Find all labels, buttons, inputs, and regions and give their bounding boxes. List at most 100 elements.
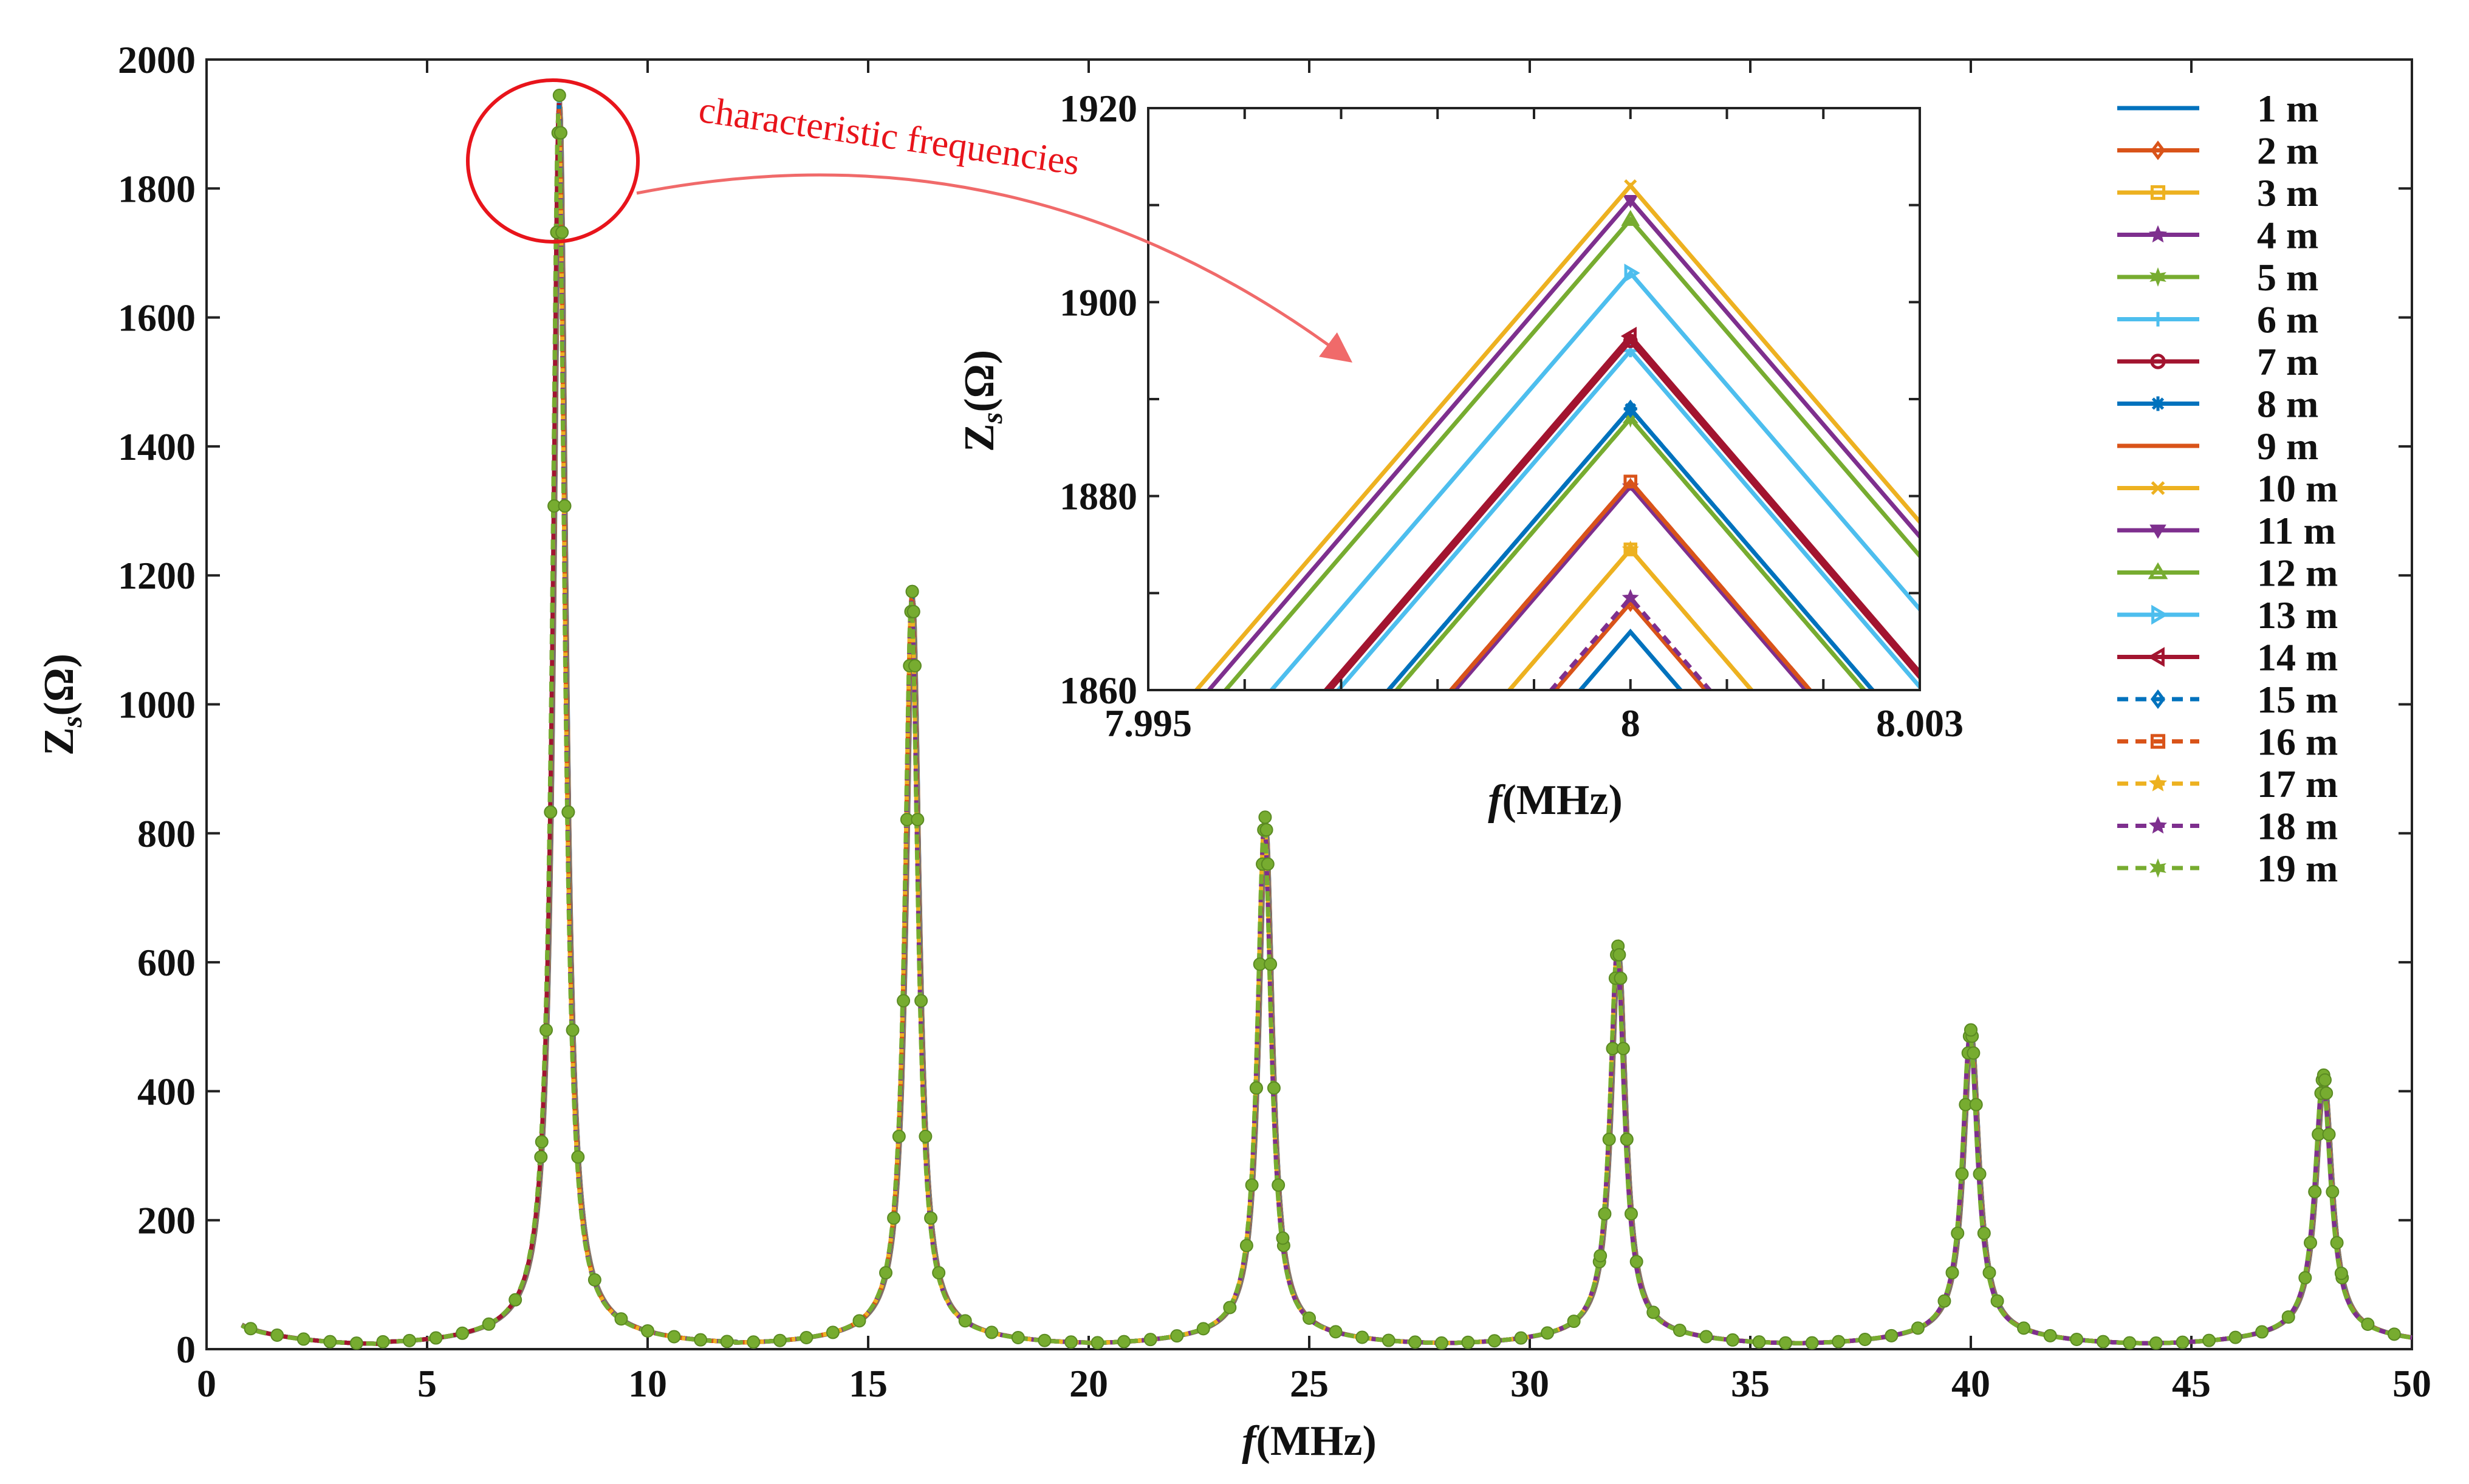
main-data-marker bbox=[1329, 1325, 1343, 1339]
main-y-tick-label: 400 bbox=[137, 1070, 196, 1113]
main-data-marker bbox=[1614, 971, 1628, 985]
main-data-marker bbox=[1911, 1321, 1925, 1335]
main-data-marker bbox=[2070, 1333, 2084, 1347]
main-data-marker bbox=[482, 1317, 496, 1331]
main-data-marker bbox=[773, 1333, 787, 1347]
inset-peak-marker bbox=[1620, 326, 1637, 346]
inset-series-line bbox=[1385, 405, 1875, 690]
main-data-marker bbox=[2298, 1271, 2312, 1285]
main-data-marker bbox=[553, 126, 567, 140]
main-data-marker bbox=[1951, 1226, 1965, 1240]
main-data-marker bbox=[1699, 1330, 1713, 1344]
legend-marker bbox=[2148, 225, 2168, 243]
main-data-marker bbox=[587, 1273, 601, 1287]
main-data-marker bbox=[2017, 1321, 2031, 1335]
main-data-marker bbox=[270, 1328, 284, 1342]
inset-x-tick-label: 8 bbox=[1621, 702, 1640, 745]
inset-clip-group bbox=[1193, 179, 1920, 690]
inset-peak-marker bbox=[1624, 179, 1637, 193]
main-x-tick-label: 25 bbox=[1290, 1362, 1329, 1405]
legend-label: 13 m bbox=[2257, 593, 2338, 637]
main-data-marker bbox=[534, 1150, 548, 1164]
main-data-marker bbox=[1258, 810, 1272, 824]
main-data-marker bbox=[908, 658, 922, 672]
main-data-marker bbox=[376, 1335, 390, 1349]
legend-label: 12 m bbox=[2257, 552, 2338, 595]
main-y-tick-label: 1800 bbox=[118, 167, 196, 210]
legend-marker bbox=[2150, 689, 2166, 710]
main-data-marker bbox=[747, 1335, 761, 1349]
legend-label: 9 m bbox=[2257, 425, 2318, 468]
legend-marker bbox=[2151, 604, 2168, 625]
main-data-marker bbox=[2123, 1336, 2137, 1350]
legend-label: 7 m bbox=[2257, 340, 2318, 383]
main-data-marker bbox=[1382, 1333, 1395, 1347]
main-data-marker bbox=[958, 1314, 972, 1328]
inset-peak-marker bbox=[1623, 399, 1638, 419]
main-data-marker bbox=[1973, 1167, 1987, 1181]
main-data-marker bbox=[1977, 1226, 1991, 1240]
inset-peak-marker bbox=[1624, 264, 1640, 282]
main-series-group bbox=[241, 89, 2412, 1350]
main-data-marker bbox=[1487, 1334, 1501, 1348]
legend-label: 15 m bbox=[2257, 678, 2338, 721]
main-data-marker bbox=[1945, 1266, 1959, 1280]
legend-label: 14 m bbox=[2257, 636, 2338, 679]
main-y-axis-label: Zs(Ω) bbox=[36, 654, 88, 756]
main-data-marker bbox=[1461, 1335, 1475, 1349]
main-data-marker bbox=[544, 805, 558, 819]
main-data-marker bbox=[1249, 1081, 1263, 1095]
main-data-marker bbox=[2281, 1310, 2295, 1324]
main-x-tick-label: 5 bbox=[417, 1362, 437, 1405]
main-data-marker bbox=[1779, 1336, 1793, 1350]
legend-label: 18 m bbox=[2257, 805, 2338, 848]
main-x-axis-label: f(MHz) bbox=[1242, 1418, 1377, 1465]
main-data-marker bbox=[1064, 1335, 1078, 1349]
main-data-marker bbox=[641, 1324, 654, 1338]
main-x-tick-label: 45 bbox=[2172, 1362, 2211, 1405]
legend-label: 17 m bbox=[2257, 762, 2338, 805]
main-data-marker bbox=[1267, 1081, 1281, 1095]
main-data-marker bbox=[1264, 957, 1278, 971]
main-data-marker bbox=[509, 1293, 522, 1307]
main-data-marker bbox=[1832, 1335, 1846, 1349]
inset-series-line bbox=[1552, 599, 1708, 690]
legend-label: 8 m bbox=[2257, 383, 2318, 426]
main-data-marker bbox=[1858, 1333, 1872, 1347]
main-data-marker bbox=[1038, 1333, 1052, 1347]
main-y-tick-label: 2000 bbox=[118, 38, 196, 81]
main-data-marker bbox=[1964, 1023, 1978, 1037]
legend-marker bbox=[2151, 481, 2165, 495]
legend-marker bbox=[2148, 647, 2165, 667]
legend-marker bbox=[2149, 267, 2166, 287]
legend-marker bbox=[2148, 562, 2168, 580]
main-data-marker bbox=[1612, 948, 1626, 962]
main-x-tick-label: 35 bbox=[1731, 1362, 1770, 1405]
main-data-marker bbox=[349, 1336, 363, 1350]
inset-peak-marker bbox=[1621, 540, 1639, 557]
main-data-marker bbox=[571, 1150, 585, 1164]
main-data-marker bbox=[535, 1135, 549, 1149]
main-data-marker bbox=[1272, 1178, 1286, 1192]
main-data-marker bbox=[924, 1211, 938, 1225]
main-x-tick-label: 30 bbox=[1510, 1362, 1549, 1405]
main-data-marker bbox=[1967, 1046, 1981, 1060]
main-data-marker bbox=[552, 89, 566, 103]
main-data-marker bbox=[905, 584, 919, 598]
main-data-marker bbox=[1011, 1330, 1025, 1344]
main-data-marker bbox=[1752, 1335, 1766, 1349]
legend-marker bbox=[2149, 524, 2166, 539]
main-data-marker bbox=[932, 1266, 946, 1280]
inset-peak-marker bbox=[1621, 210, 1640, 226]
main-data-marker bbox=[1646, 1305, 1660, 1319]
main-data-marker bbox=[2387, 1327, 2401, 1341]
main-data-marker bbox=[1514, 1331, 1528, 1345]
inset-y-tick-label: 1900 bbox=[1060, 281, 1137, 324]
main-data-marker bbox=[1805, 1336, 1819, 1350]
main-data-marker bbox=[1620, 1132, 1634, 1146]
main-data-marker bbox=[2334, 1267, 2348, 1281]
main-data-marker bbox=[1259, 823, 1273, 837]
legend-marker bbox=[2148, 816, 2168, 834]
main-data-marker bbox=[1567, 1315, 1581, 1328]
